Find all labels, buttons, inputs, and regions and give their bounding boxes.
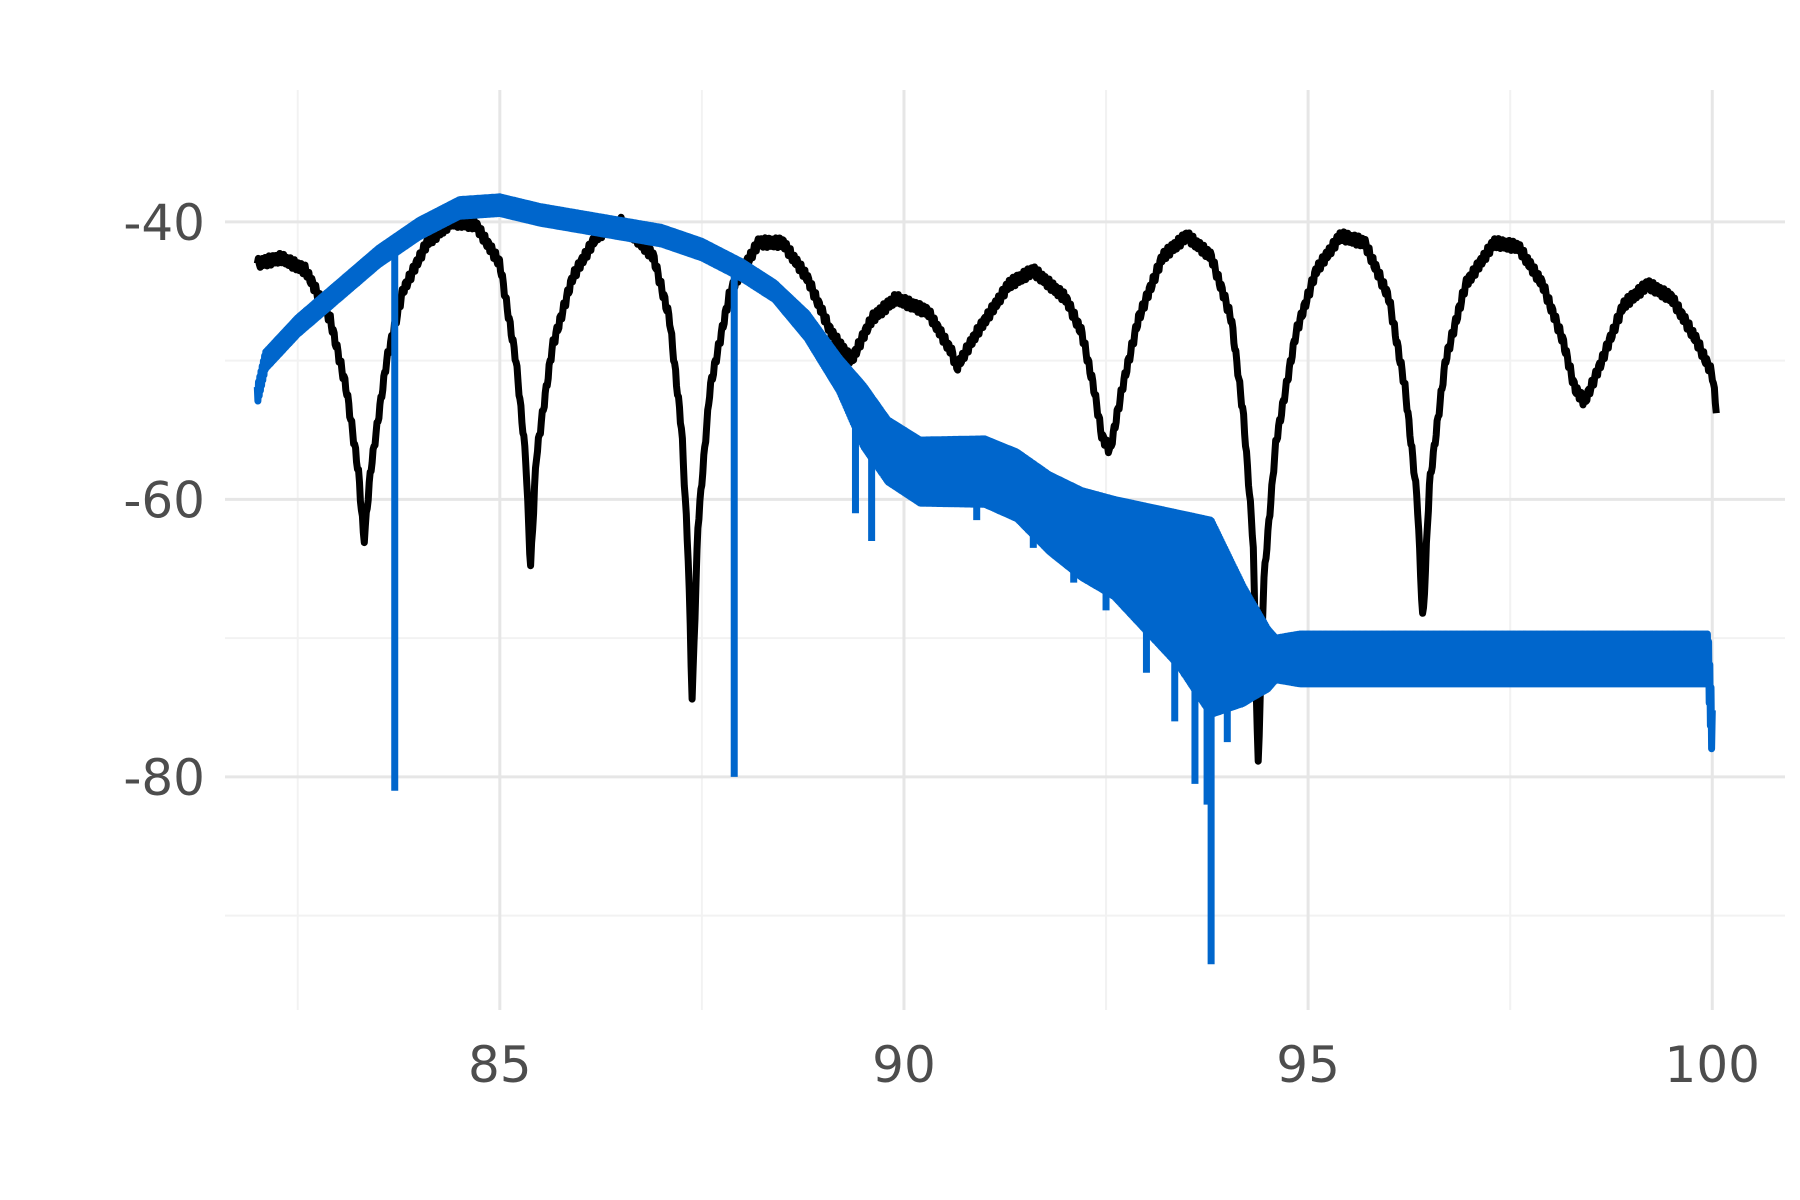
y-tick-label: -80 — [123, 749, 205, 807]
series-lines — [253, 193, 1720, 965]
x-tick-label: 90 — [872, 1036, 936, 1094]
x-tick-label: 100 — [1665, 1036, 1760, 1094]
y-tick-label: -60 — [123, 471, 205, 529]
x-tick-label: 85 — [468, 1036, 532, 1094]
x-tick-label: 95 — [1276, 1036, 1340, 1094]
axis-tick-labels: 85 90 95 100 -40 -60 -80 — [123, 194, 1760, 1094]
y-tick-label: -40 — [123, 194, 205, 252]
series-line-blue — [253, 193, 1716, 753]
series-line-black — [253, 213, 1720, 765]
